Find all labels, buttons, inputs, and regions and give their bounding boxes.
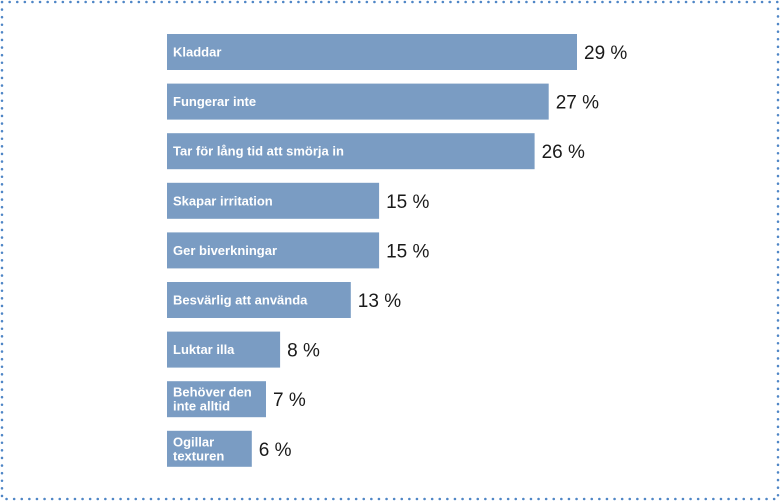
bar-value-0: 29 % [584,43,627,64]
bar-label-8: Ogillar texturen [173,434,224,463]
bar-2 [167,133,535,170]
bar-0 [167,34,577,70]
bar-3 [167,182,380,219]
bar-label-0: Kladdar [173,45,221,60]
bar-value-8: 6 % [259,440,292,461]
bar-6 [167,331,281,368]
bars-group: Kladdar 29 % Fungerar inte 27 % Tar för lång… [167,34,627,467]
bar-value-2: 26 % [542,142,585,163]
bar-4 [167,232,380,269]
bar-value-3: 15 % [386,192,429,213]
bar-value-4: 15 % [386,241,429,262]
bar-label-2: Tar för lång tid att smörja in [173,144,344,159]
bar-label-4: Ger biverkningar [173,243,277,258]
bar-value-6: 8 % [287,341,320,362]
bar-label-6: Luktar illa [173,342,235,357]
bar-8 [167,430,252,467]
bar-label-5: Besvärlig att använda [173,293,308,308]
bar-7 [167,381,266,418]
bar-value-1: 27 % [556,93,599,114]
bar-value-7: 7 % [273,390,306,411]
bar-5 [167,282,351,318]
bar-label-3: Skapar irritation [173,193,273,208]
bar-label-7: Behöver den inte alltid [173,385,252,414]
bar-1 [167,83,549,120]
bar-value-5: 13 % [358,291,401,312]
bar-label-1: Fungerar inte [173,94,256,109]
